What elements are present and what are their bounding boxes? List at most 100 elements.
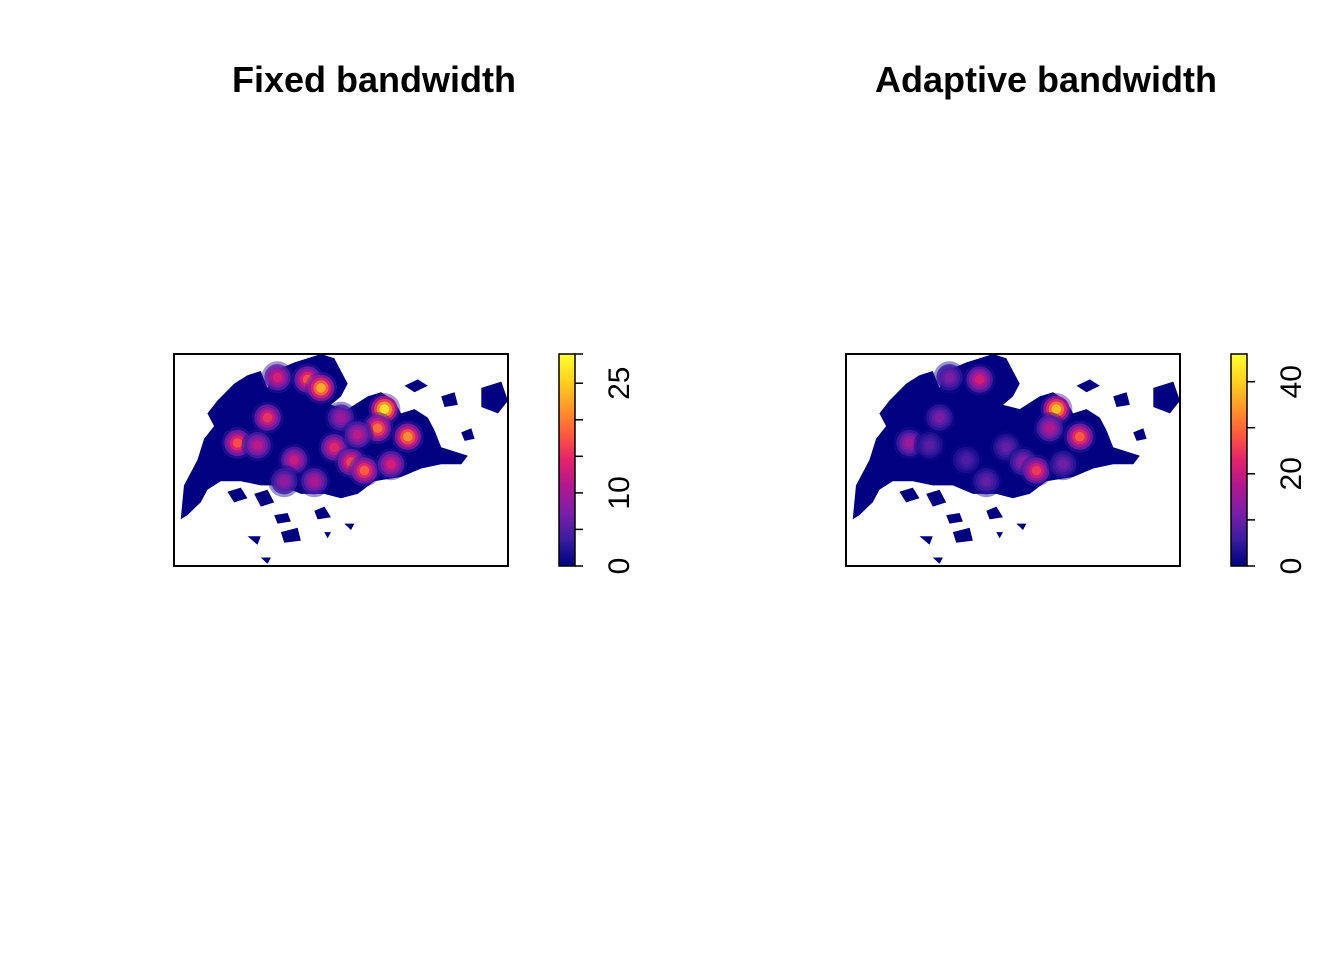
density-hotspot bbox=[325, 401, 357, 434]
land-small-island bbox=[441, 392, 458, 407]
density-cell bbox=[1051, 404, 1062, 414]
map-raster bbox=[180, 354, 508, 564]
density-hotspot bbox=[375, 448, 408, 481]
legend-color-bar bbox=[1231, 354, 1247, 566]
density-cell bbox=[981, 476, 992, 487]
density-cell bbox=[359, 465, 370, 476]
density-cell bbox=[336, 412, 346, 423]
land-small-island bbox=[461, 428, 475, 441]
density-hotspot bbox=[368, 393, 401, 426]
density-cell bbox=[961, 455, 971, 465]
density-hotspot bbox=[913, 429, 946, 462]
map-raster bbox=[852, 354, 1180, 564]
density-cell bbox=[944, 372, 955, 383]
density-hotspot bbox=[305, 371, 337, 404]
density-cell bbox=[316, 383, 326, 393]
density-hotspot bbox=[933, 361, 966, 394]
density-hotspot bbox=[893, 427, 926, 459]
density-hotspot bbox=[1047, 448, 1080, 481]
panel-fixed-bandwidth: Fixed bandwidth 0 10 25 bbox=[173, 59, 636, 575]
land-small-island bbox=[946, 513, 963, 524]
land-small-island bbox=[1133, 428, 1147, 441]
color-legend: 0 10 25 bbox=[558, 353, 636, 575]
legend-tick-label: 0 bbox=[1275, 558, 1308, 575]
chart-title: Adaptive bandwidth bbox=[875, 59, 1217, 100]
color-legend: 0 20 40 bbox=[1230, 353, 1308, 575]
density-hotspot bbox=[970, 465, 1003, 498]
land-small-island bbox=[952, 527, 973, 543]
panel-adaptive-bandwidth: Adaptive bandwidth 0 20 40 bbox=[845, 59, 1308, 575]
density-hotspot bbox=[1063, 420, 1096, 453]
land-small-island bbox=[280, 527, 301, 543]
chart-title: Fixed bandwidth bbox=[232, 59, 516, 100]
density-hotspot bbox=[298, 465, 331, 498]
density-cell bbox=[934, 412, 945, 423]
density-cell bbox=[974, 374, 985, 385]
density-cell bbox=[379, 404, 390, 414]
density-cell bbox=[1001, 442, 1012, 453]
density-hotspot bbox=[1020, 454, 1053, 487]
density-hotspot bbox=[341, 418, 374, 451]
density-hotspot bbox=[348, 454, 381, 487]
density-cell bbox=[232, 438, 243, 448]
density-hotspot bbox=[261, 361, 294, 394]
land-small-island bbox=[986, 506, 1003, 520]
land-small-island bbox=[247, 536, 261, 545]
density-cell bbox=[309, 476, 320, 487]
legend-frame bbox=[558, 353, 576, 567]
density-hotspot bbox=[950, 444, 983, 476]
density-cell bbox=[386, 459, 396, 470]
land-small-island bbox=[932, 557, 943, 564]
density-cell bbox=[262, 412, 273, 423]
map-frame bbox=[845, 353, 1181, 567]
land-small-island bbox=[996, 532, 1003, 539]
land-small-island bbox=[1113, 392, 1130, 407]
density-hotspot bbox=[1040, 393, 1073, 426]
land-small-island bbox=[404, 379, 428, 393]
land-small-island bbox=[274, 513, 291, 524]
density-cell bbox=[279, 476, 290, 487]
density-cell bbox=[289, 455, 300, 465]
land-small-island bbox=[1076, 379, 1100, 393]
density-cell bbox=[329, 442, 340, 453]
land-small-island bbox=[227, 487, 248, 503]
land-small-island bbox=[314, 506, 331, 520]
density-cell bbox=[252, 440, 263, 451]
density-hotspot bbox=[963, 363, 996, 396]
legend-tick-label: 25 bbox=[603, 367, 636, 400]
land-small-island bbox=[254, 489, 275, 507]
density-cell bbox=[1058, 459, 1068, 470]
land-small-island bbox=[919, 536, 933, 545]
density-hotspot bbox=[221, 427, 254, 459]
density-hotspot bbox=[268, 465, 301, 498]
legend-tick-label: 0 bbox=[603, 558, 636, 575]
land-small-island bbox=[899, 487, 920, 503]
legend-frame bbox=[1230, 353, 1248, 567]
density-hotspot bbox=[278, 444, 311, 476]
density-cell bbox=[904, 438, 915, 448]
legend-tick-label: 40 bbox=[1275, 365, 1308, 398]
map-frame bbox=[173, 353, 509, 567]
legend-color-bar bbox=[559, 354, 575, 566]
density-hotspot bbox=[251, 401, 284, 434]
land-main-island bbox=[180, 354, 468, 520]
density-cell bbox=[1044, 423, 1055, 434]
density-cell bbox=[1075, 431, 1085, 442]
density-hotspot bbox=[923, 401, 956, 434]
land-small-island bbox=[260, 557, 271, 564]
density-cell bbox=[1031, 465, 1042, 476]
density-hotspot bbox=[391, 420, 424, 453]
land-main-island bbox=[852, 354, 1140, 520]
legend-tick-label: 20 bbox=[1275, 457, 1308, 490]
density-cell bbox=[272, 372, 283, 383]
density-cell bbox=[924, 440, 935, 451]
land-small-island bbox=[324, 532, 331, 539]
density-hotspot bbox=[1033, 412, 1066, 445]
land-small-island bbox=[481, 381, 508, 414]
density-cell bbox=[372, 423, 383, 434]
density-cell bbox=[403, 431, 413, 442]
land-small-island bbox=[1153, 381, 1180, 414]
density-cell bbox=[352, 429, 363, 440]
land-small-island bbox=[1016, 523, 1027, 530]
